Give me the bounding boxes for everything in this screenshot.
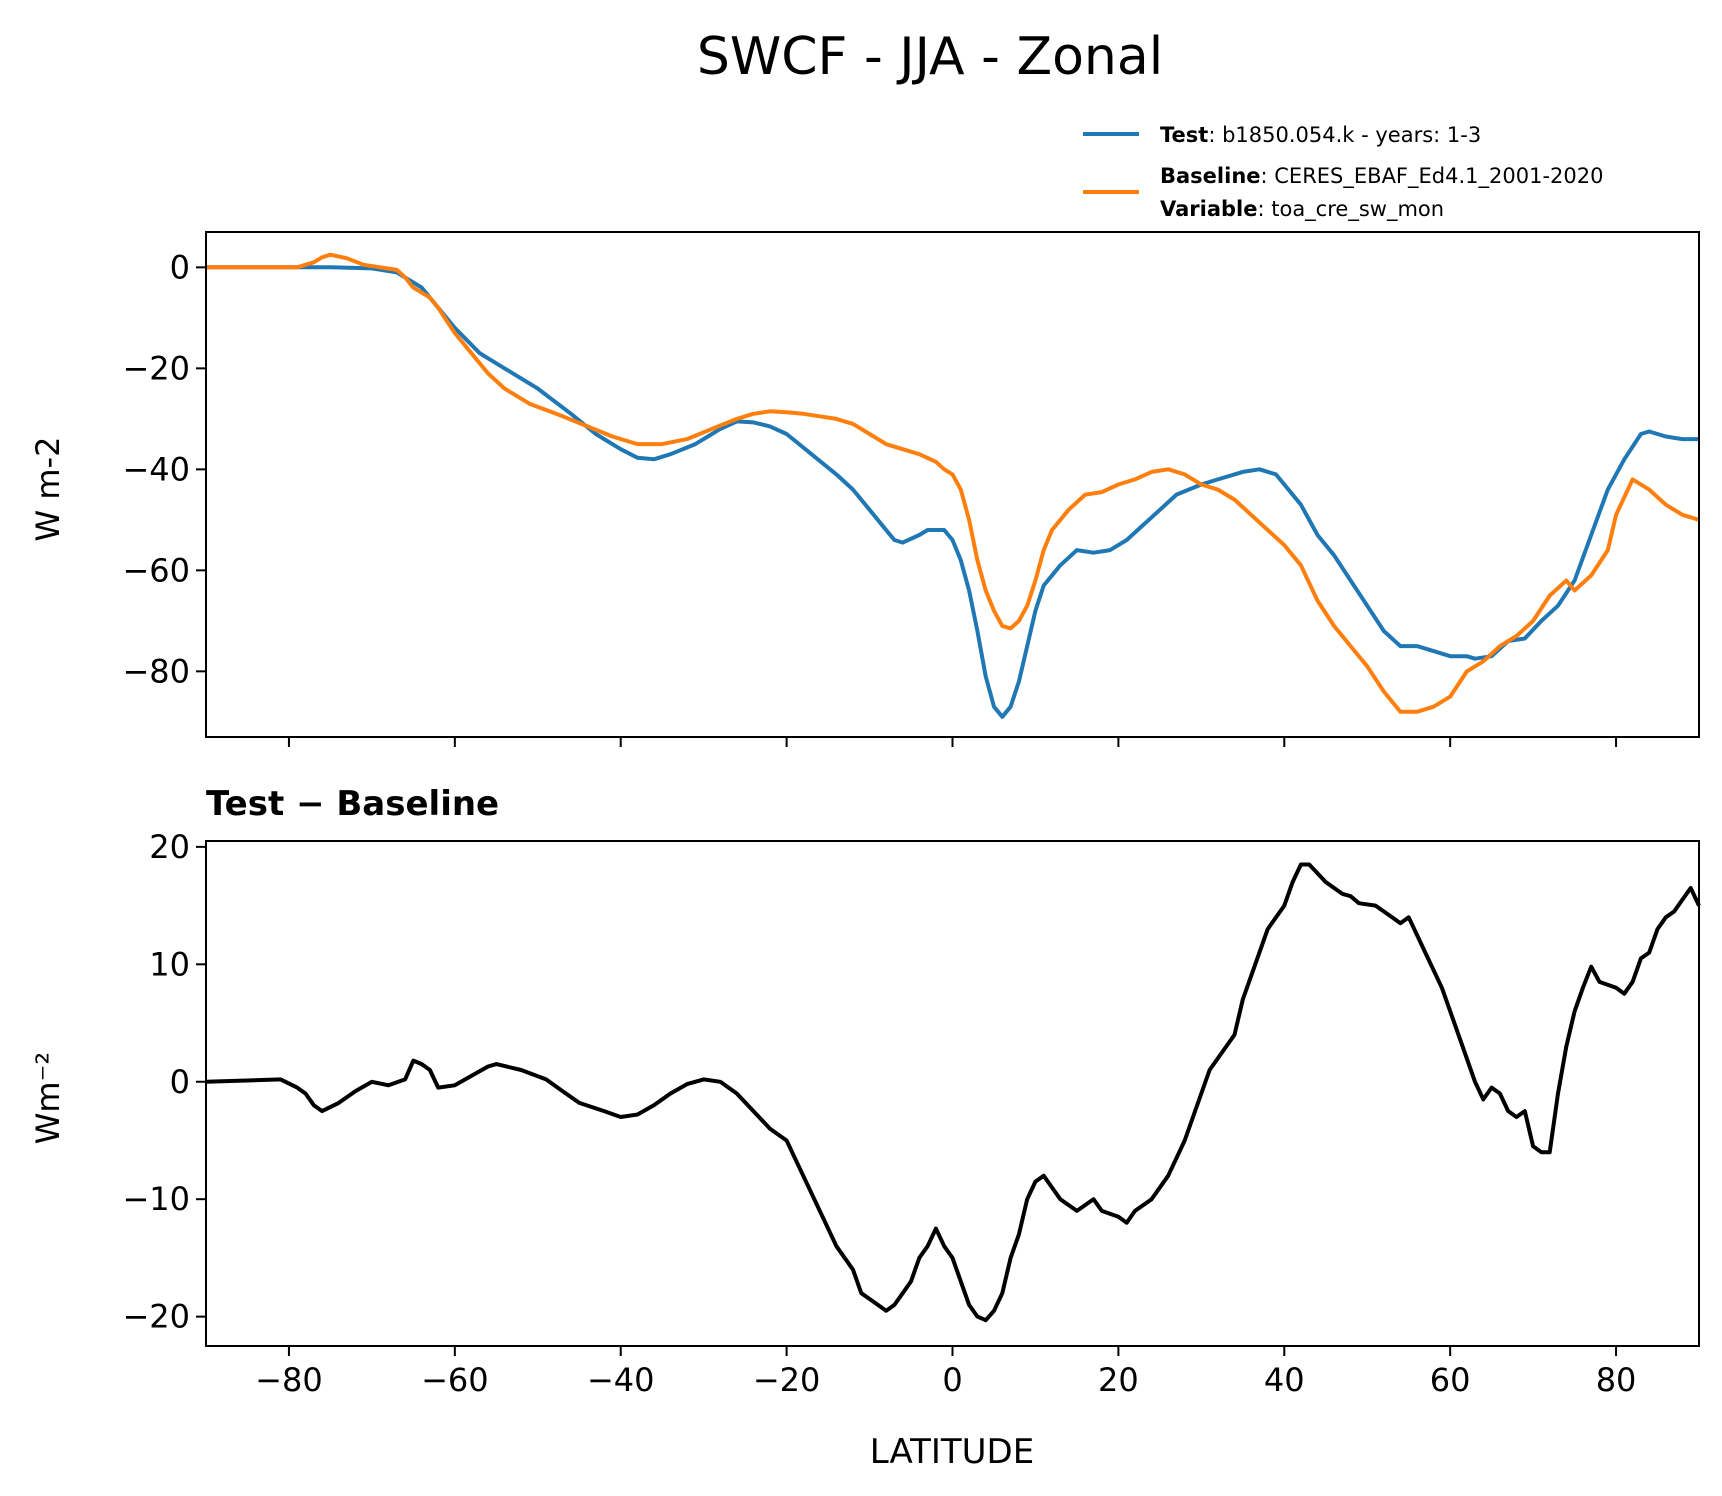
bottom-x-tick-label: 80: [1596, 1361, 1637, 1399]
bottom-y-tick-label: 10: [149, 945, 190, 983]
legend-variable-value: : toa_cre_sw_mon: [1257, 197, 1444, 222]
bottom-panel-title: Test − Baseline: [206, 784, 499, 824]
bottom-x-tick-label: 20: [1098, 1361, 1139, 1399]
legend-variable-key: Variable: [1160, 197, 1257, 221]
bottom-panel-xlabel: LATITUDE: [870, 1432, 1034, 1472]
bottom-y-ticks: 20 10 0 −10 −20: [122, 828, 206, 1336]
bottom-series-line-difference: [205, 862, 1701, 1323]
top-series-line-test: [206, 265, 1699, 719]
bottom-panel-frame: [205, 840, 1700, 1347]
top-panel-frame: [205, 231, 1700, 738]
top-y-tick-label: −20: [122, 349, 190, 387]
top-y-tick-label: 0: [170, 248, 190, 286]
bottom-y-tick-label: −10: [122, 1180, 190, 1218]
legend-variable-label: Variable: toa_cre_sw_mon: [1160, 197, 1444, 222]
bottom-y-tick-label: 20: [149, 828, 190, 866]
top-y-tick-label: −60: [122, 551, 190, 589]
top-series-line-baseline: [206, 252, 1700, 714]
top-x-ticks: [287, 737, 1618, 747]
legend-test-label: Test: b1850.054.k - years: 1-3: [1160, 123, 1481, 147]
bottom-y-tick-label: 0: [170, 1063, 190, 1101]
bottom-series: [205, 862, 1701, 1323]
top-y-tick-label: −80: [122, 652, 190, 690]
legend-test-key: Test: [1160, 123, 1208, 147]
bottom-x-tick-label: −60: [421, 1361, 489, 1399]
bottom-y-tick-label: −20: [122, 1298, 190, 1336]
bottom-panel-ylabel: Wm⁻²: [29, 1052, 67, 1145]
legend-test-value: : b1850.054.k - years: 1-3: [1208, 123, 1481, 147]
figure-title: SWCF - JJA - Zonal: [697, 27, 1163, 87]
legend: Test: b1850.054.k - years: 1-3 Baseline:…: [1083, 123, 1603, 222]
bottom-x-tick-label: 40: [1264, 1361, 1305, 1399]
top-panel-ylabel: W m-2: [29, 437, 67, 542]
top-panel: W m-2 0 −20 −40 −60 −80: [29, 231, 1700, 747]
bottom-x-tick-label: −80: [255, 1361, 323, 1399]
top-y-tick-label: −40: [122, 450, 190, 488]
top-y-ticks: 0 −20 −40 −60 −80: [122, 248, 206, 690]
bottom-x-ticks: −80 −60 −40 −20 0 20 40 60 80: [255, 1346, 1636, 1399]
legend-baseline-key: Baseline: [1160, 164, 1261, 188]
top-series: [206, 252, 1700, 719]
legend-baseline-label: Baseline: CERES_EBAF_Ed4.1_2001-2020: [1160, 164, 1603, 189]
bottom-x-tick-label: 0: [942, 1361, 962, 1399]
bottom-x-tick-label: 60: [1430, 1361, 1471, 1399]
legend-baseline-value: : CERES_EBAF_Ed4.1_2001-2020: [1261, 164, 1604, 189]
bottom-x-tick-label: −40: [587, 1361, 655, 1399]
bottom-x-tick-label: −20: [753, 1361, 821, 1399]
